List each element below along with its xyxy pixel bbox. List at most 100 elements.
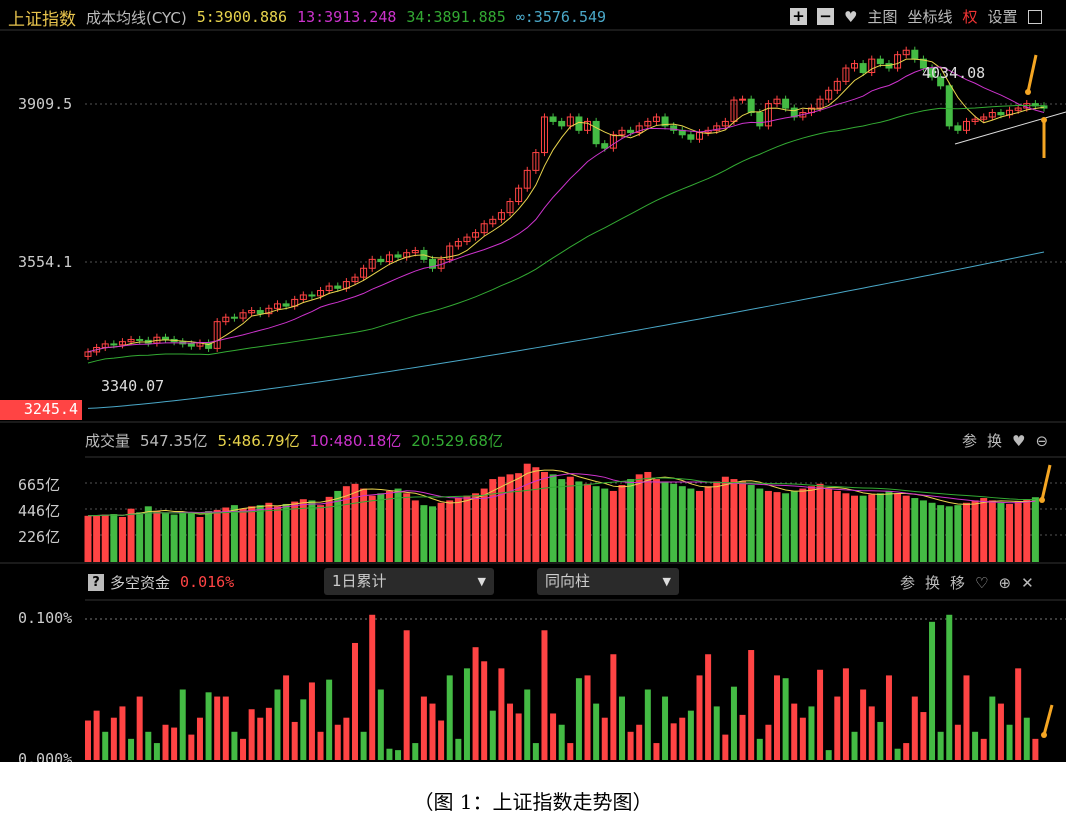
candle: [127, 338, 135, 343]
fund-bar: [507, 703, 514, 760]
volume-bar: [575, 481, 583, 562]
arrow-icon-head: [1025, 89, 1031, 95]
volume-bar: [928, 502, 936, 562]
zoom-out-icon[interactable]: −: [817, 8, 834, 25]
cyc-infinite-line: [87, 251, 1045, 409]
params-button[interactable]: 参: [962, 432, 978, 450]
fund-bar: [438, 720, 445, 760]
candle: [859, 63, 867, 73]
candle: [325, 285, 333, 292]
candle: [584, 120, 592, 131]
fund-bar: [429, 703, 436, 760]
candle: [971, 118, 979, 122]
price-axis-label: 3554.1: [18, 253, 73, 271]
fund-bar: [128, 738, 135, 760]
params-button[interactable]: 参: [900, 574, 916, 592]
candle: [429, 258, 437, 269]
volume-bar: [153, 511, 161, 562]
fund-bar: [153, 743, 160, 760]
candle: [902, 49, 910, 56]
fund-bar: [705, 654, 712, 760]
candle: [411, 249, 419, 254]
volume-bar: [902, 495, 910, 562]
volume-bar: [851, 495, 859, 562]
zoom-in-icon[interactable]: +: [790, 8, 807, 25]
candle: [230, 316, 238, 319]
candle: [601, 143, 609, 149]
volume-bar: [868, 494, 876, 562]
candle: [480, 223, 488, 234]
volume-bar: [342, 486, 350, 562]
heart-outline-icon[interactable]: ♡: [975, 573, 989, 592]
bar-mode-select[interactable]: 同向柱 ▼: [537, 568, 679, 595]
candle: [558, 120, 566, 127]
switch-button[interactable]: 换: [925, 574, 941, 592]
volume-bar: [635, 474, 643, 562]
index-name[interactable]: 上证指数: [8, 9, 76, 30]
expand-icon[interactable]: [1027, 9, 1042, 24]
switch-button[interactable]: 换: [987, 432, 1003, 450]
fund-bar: [730, 686, 737, 760]
heart-icon[interactable]: ♥: [1012, 431, 1026, 450]
rights-button[interactable]: 权: [962, 8, 978, 26]
candle: [945, 85, 953, 127]
fund-bar: [248, 709, 255, 760]
volume-bar: [670, 483, 678, 562]
fund-bar: [894, 748, 901, 760]
close-icon[interactable]: ✕: [1021, 573, 1034, 592]
volume-bar: [136, 512, 144, 562]
candle: [93, 346, 101, 353]
fund-bar: [885, 675, 892, 760]
stock-chart-window: 上证指数 成本均线(CYC) 5:3900.886 13:3913.248 34…: [0, 0, 1066, 762]
candle: [256, 310, 264, 315]
fund-bar: [481, 661, 488, 760]
price-axis-label: 3909.5: [18, 95, 73, 113]
fund-bar: [980, 738, 987, 760]
candle: [248, 310, 256, 314]
main-chart-button[interactable]: 主图: [867, 8, 898, 26]
candle: [446, 245, 454, 260]
arrow-icon-head: [1039, 497, 1045, 503]
volume-bar: [885, 490, 893, 562]
fund-bar: [610, 654, 617, 760]
volume-bar: [110, 514, 118, 562]
move-button[interactable]: 移: [950, 574, 966, 592]
candle: [764, 103, 772, 127]
volume-bar: [497, 476, 505, 562]
volume-bar: [980, 498, 988, 562]
volume-bar: [1023, 499, 1031, 562]
candle: [842, 67, 850, 82]
fund-bar: [851, 731, 858, 760]
gridline-button[interactable]: 坐标线: [907, 8, 953, 26]
low-annotation: 3340.07: [101, 377, 165, 395]
fund-bar: [317, 731, 324, 760]
volume-title: 成交量: [85, 431, 131, 450]
fund-bar: [713, 706, 720, 760]
settings-button[interactable]: 设置: [987, 8, 1018, 26]
fund-bar: [937, 731, 944, 760]
fund-bar: [989, 696, 996, 760]
volume-bar: [790, 490, 798, 562]
candle: [282, 303, 290, 307]
help-icon[interactable]: ?: [88, 573, 104, 591]
volume-bar: [308, 500, 316, 562]
volume-bar: [317, 505, 325, 562]
vol-ma10-line: [87, 473, 1036, 517]
zoom-icon[interactable]: ⊕: [998, 573, 1012, 592]
volume-bar: [239, 508, 247, 562]
fund-bar: [593, 703, 600, 760]
volume-bar: [627, 479, 635, 562]
collapse-icon[interactable]: ⊖: [1035, 431, 1049, 450]
volume-bar: [988, 500, 996, 562]
heart-icon[interactable]: ♥: [844, 7, 858, 26]
ma13-value: 13:3913.248: [297, 8, 397, 26]
fund-bar: [963, 675, 970, 760]
candle: [661, 116, 669, 127]
candle: [385, 254, 393, 263]
candle: [454, 241, 462, 247]
indicator-name[interactable]: 成本均线(CYC): [86, 8, 187, 27]
candle: [825, 89, 833, 100]
volume-bar: [144, 506, 152, 562]
candle: [627, 129, 635, 134]
accumulate-select[interactable]: 1日累计 ▼: [324, 568, 494, 595]
